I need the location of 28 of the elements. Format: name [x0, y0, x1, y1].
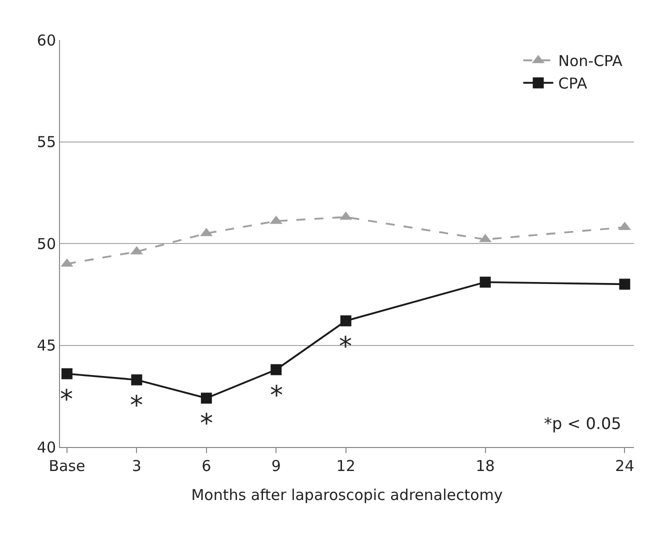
point [131, 374, 142, 386]
point [340, 315, 352, 326]
y-tick-label: 45 [36, 336, 56, 354]
annotation: * [200, 409, 213, 439]
point [270, 364, 282, 376]
y-tick-label: 55 [36, 133, 56, 151]
annotation: * [339, 332, 352, 362]
x-tick-label: 18 [476, 457, 495, 475]
point [61, 368, 72, 380]
legend-label: CPA [558, 74, 588, 93]
x-tick-label: 3 [132, 457, 142, 475]
x-tick-label: 6 [202, 457, 212, 475]
x-tick-label: 9 [271, 457, 281, 475]
legend-label: Non-CPA [558, 52, 624, 70]
point [200, 392, 212, 404]
x-tick-label: 12 [336, 457, 356, 475]
point [619, 278, 630, 290]
annotation: * [270, 381, 283, 411]
x-tick-label: 24 [615, 457, 634, 475]
point [480, 276, 491, 288]
y-tick-label: 40 [36, 438, 56, 456]
annotation: * [130, 391, 143, 421]
y-tick-label: 50 [36, 234, 56, 253]
annotation: *p < 0.05 [544, 414, 622, 433]
y-tick-label: 60 [36, 31, 56, 50]
x-tick-label: Base [48, 457, 86, 475]
x-axis-title: Months after laparoscopic adrenalectomy [191, 486, 503, 504]
annotation: * [60, 385, 73, 415]
